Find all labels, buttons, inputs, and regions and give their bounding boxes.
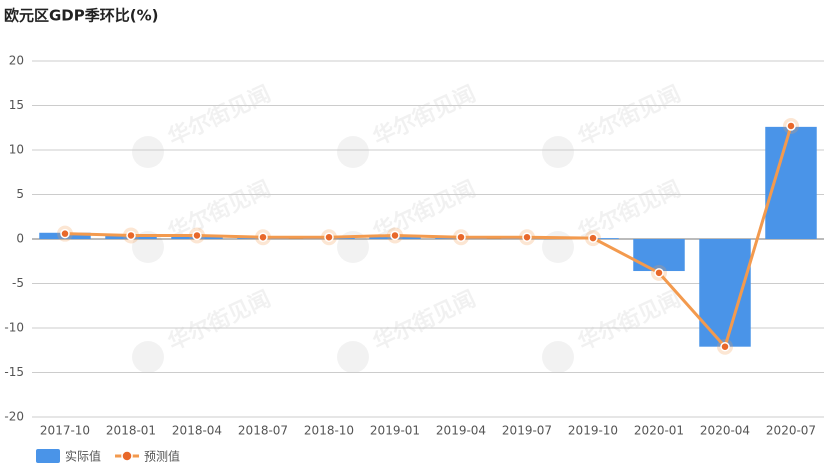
y-tick-label: -5 [12,276,24,290]
legend-label: 实际值 [65,449,101,464]
watermark-icon [337,341,369,373]
x-tick-label: 2018-04 [172,424,222,438]
marker [390,230,400,241]
y-tick-label: 10 [9,143,24,157]
marker [324,232,334,242]
marker [654,268,664,278]
bar [633,239,685,272]
watermark: 华尔街见闻 [369,286,480,356]
x-tick-label: 2020-07 [766,424,816,438]
y-tick-label: 20 [9,54,24,68]
x-tick-label: 2019-01 [370,424,420,438]
legend-swatch [121,450,133,462]
x-tick-label: 2019-07 [502,424,552,438]
x-tick-label: 2017-10 [40,424,90,438]
watermark: 华尔街见闻 [164,81,275,151]
legend-swatch [36,449,60,463]
marker [60,228,70,239]
y-tick-label: 0 [16,232,24,246]
marker [786,121,796,131]
watermark: 华尔街见闻 [369,81,480,151]
x-tick-label: 2020-04 [700,424,750,438]
chart-title: 欧元区GDP季环比(%) [4,7,159,25]
watermark: 华尔街见闻 [574,286,685,356]
watermark: 华尔街见闻 [574,81,685,151]
legend-label: 预测值 [144,449,180,464]
marker [588,233,598,243]
line [64,125,793,350]
y-tick-label: -20 [4,410,24,424]
watermark-icon [132,136,164,168]
bar [699,239,751,347]
marker [720,341,730,352]
y-tick-label: -10 [4,321,24,335]
x-tick-label: 2020-01 [634,424,684,438]
y-tick-label: -15 [4,365,24,379]
x-tick-label: 2018-07 [238,424,288,438]
x-tick-label: 2018-10 [304,424,354,438]
y-tick-label: 5 [16,187,24,201]
watermark-icon [542,231,574,263]
watermark-icon [542,136,574,168]
marker [126,230,136,241]
watermark-icon [337,136,369,168]
marker [522,232,532,242]
x-tick-label: 2019-10 [568,424,618,438]
watermark-icon [542,341,574,373]
x-tick-label: 2019-04 [436,424,486,438]
x-tick-label: 2018-01 [106,424,156,438]
watermark: 华尔街见闻 [164,286,275,356]
y-tick-label: 15 [9,98,24,112]
marker [192,230,202,241]
marker [258,232,268,242]
watermark-icon [132,341,164,373]
marker [456,232,466,242]
